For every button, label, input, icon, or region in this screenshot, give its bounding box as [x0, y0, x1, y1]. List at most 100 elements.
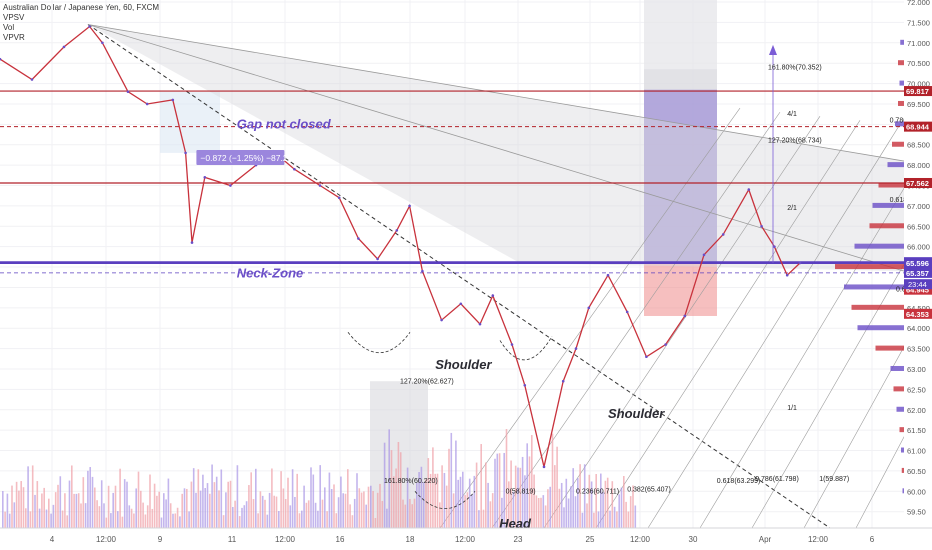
volume-bar [606, 477, 609, 528]
volume-bar [475, 462, 478, 528]
y-tick-label: 62.50 [907, 385, 926, 394]
y-tick-label: 66.000 [907, 243, 930, 252]
price-point [203, 176, 207, 179]
volume-bar [183, 488, 186, 528]
volume-bar [137, 471, 140, 528]
volume-bar [133, 513, 135, 528]
volume-bar [402, 499, 404, 528]
volume-bar [112, 492, 114, 528]
volume-bar [107, 485, 110, 528]
y-tick-label: 64.500 [907, 304, 930, 313]
measure-label-box [196, 150, 285, 166]
volume-bar [427, 458, 430, 528]
volume-bar [151, 508, 154, 528]
volume-bar [579, 464, 581, 528]
volume-bar [11, 485, 13, 528]
volume-bar [264, 499, 266, 528]
volume-bar [291, 469, 294, 528]
countdown-badge [904, 279, 932, 290]
indicator-vpsv[interactable]: VPSV [3, 13, 25, 22]
volume-bar [365, 504, 367, 528]
upper-trendline [87, 24, 905, 162]
volume-bar [379, 483, 381, 528]
volume-bar [485, 462, 487, 528]
price-badge-text: 64.353 [906, 310, 929, 319]
volume-bar [123, 479, 126, 528]
volume-bar [351, 515, 354, 528]
volume-bar [600, 473, 602, 528]
volume-bar [271, 468, 273, 528]
volume-bar [335, 513, 338, 528]
volume-bar [358, 488, 361, 528]
volume-bar [282, 488, 285, 528]
volume-profile-bar [902, 488, 904, 494]
volume-bar [319, 465, 321, 528]
volume-bar [275, 496, 278, 528]
price-point [357, 237, 360, 240]
volume-bar [206, 483, 209, 528]
neckline-trendline [87, 24, 831, 529]
volume-bar [413, 498, 416, 528]
volume-bar [372, 490, 374, 528]
volume-bar [537, 498, 540, 528]
fib-label-text: 0.236(60.711) [576, 488, 619, 495]
fib-label-text: 0.786(61.798) [755, 476, 799, 483]
volume-bar [38, 508, 41, 528]
volume-bar [572, 468, 574, 528]
price-badge-text: 65.357 [906, 269, 929, 278]
long-stop-box [644, 262, 717, 316]
volume-bar [66, 515, 68, 528]
volume-bar [514, 465, 517, 528]
price-point [184, 151, 187, 155]
gann-fan-ray [543, 116, 821, 529]
price-badge-text: 69.817 [906, 87, 929, 96]
volume-bar [597, 511, 600, 528]
volume-bar [632, 485, 634, 528]
x-tick-label: 6 [870, 535, 875, 544]
volume-bar [4, 511, 6, 528]
price-point [747, 188, 751, 191]
volume-profile-bar [901, 447, 904, 453]
indicator-vol[interactable]: Vol [3, 23, 15, 32]
volume-bar [393, 476, 395, 528]
volume-bar [199, 490, 202, 528]
volume-bar [625, 501, 627, 528]
volume-bar [524, 475, 526, 528]
volume-bar [57, 484, 59, 528]
price-badge [904, 121, 932, 132]
price-point [459, 302, 463, 306]
volume-profile-bar [887, 162, 904, 168]
price-point [798, 261, 802, 265]
annotation-text: Head [499, 516, 532, 531]
price-point [395, 229, 399, 232]
volume-bar [284, 499, 287, 528]
x-tick-label: 12:00 [275, 535, 296, 544]
volume-bar [128, 505, 131, 528]
volume-bar [31, 465, 34, 528]
indicator-vpvr[interactable]: VPVR [3, 33, 25, 42]
volume-bar [160, 517, 163, 528]
volume-bar [163, 493, 165, 528]
price-point [408, 204, 411, 208]
volume-bar [508, 481, 510, 528]
price-point [510, 343, 514, 346]
volume-bar [363, 491, 365, 528]
volume-bar [496, 453, 499, 528]
volume-bar [347, 469, 349, 528]
volume-bar [450, 432, 453, 528]
volume-bar [25, 508, 27, 528]
volume-bar [567, 498, 570, 528]
x-tick-label: Apr [759, 535, 772, 544]
x-tick-label: 12:00 [808, 535, 829, 544]
y-tick-label: 63.00 [907, 365, 926, 374]
volume-bar [52, 504, 55, 528]
fib-label-text: 0(58.819) [506, 488, 536, 495]
volume-bar [278, 511, 280, 528]
volume-profile-bar [872, 202, 904, 208]
volume-profile-bar [898, 60, 904, 66]
volume-bar [337, 497, 340, 528]
volume-bar [590, 481, 593, 528]
volume-bar [220, 469, 223, 528]
price-badge [904, 258, 932, 269]
